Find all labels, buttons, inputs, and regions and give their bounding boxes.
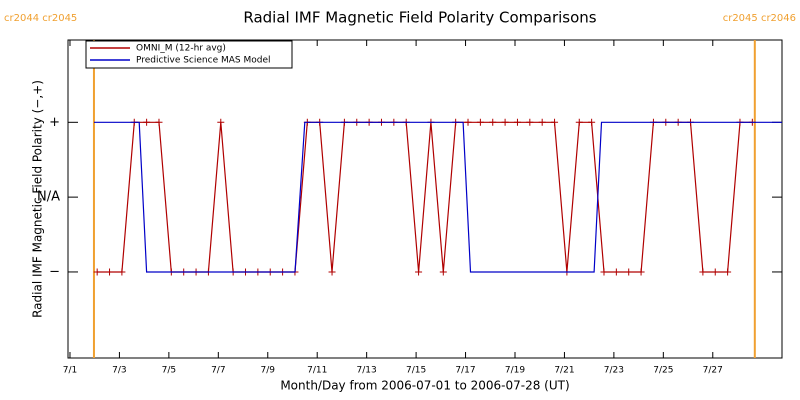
data-point (439, 268, 447, 276)
x-tick-label: 7/25 (653, 366, 673, 376)
x-tick-label: 7/13 (357, 366, 377, 376)
x-tick-label: 7/3 (112, 366, 126, 376)
x-tick-label: 7/21 (554, 366, 574, 376)
x-tick-label: 7/1 (63, 366, 77, 376)
data-point (501, 118, 509, 126)
data-point (588, 118, 596, 126)
data-point (526, 118, 534, 126)
x-tick-label: 7/17 (455, 366, 475, 376)
x-tick-label: 7/23 (604, 366, 624, 376)
x-tick-label: 7/7 (211, 366, 225, 376)
data-point (612, 268, 620, 276)
legend-label: OMNI_M (12-hr avg) (136, 44, 226, 54)
data-point (489, 118, 497, 126)
data-point (415, 268, 423, 276)
data-point (464, 118, 472, 126)
y-tick-label: + (49, 115, 60, 130)
x-axis-label: Month/Day from 2006-07-01 to 2006-07-28 … (280, 379, 569, 393)
data-point (600, 268, 608, 276)
data-point (551, 118, 559, 126)
x-tick-label: 7/9 (261, 366, 276, 376)
data-point (106, 268, 114, 276)
x-tick-label: 7/27 (703, 366, 723, 376)
y-tick-label: − (49, 264, 60, 279)
carrington-label: cr2045 cr2046 (723, 13, 796, 24)
data-point (143, 118, 151, 126)
plot-frame (67, 39, 783, 359)
x-tick-label: 7/15 (406, 366, 426, 376)
x-tick-label: 7/19 (505, 366, 525, 376)
carrington-label: cr2044 cr2045 (4, 13, 77, 24)
data-point (575, 118, 583, 126)
data-point (217, 118, 225, 126)
data-point (513, 118, 521, 126)
data-point (711, 268, 719, 276)
data-point (699, 268, 707, 276)
data-point (118, 268, 126, 276)
data-point (155, 118, 163, 126)
data-point (637, 268, 645, 276)
chart-title: Radial IMF Magnetic Field Polarity Compa… (243, 9, 596, 27)
y-tick-label: N/A (37, 190, 60, 205)
x-tick-label: 7/11 (307, 366, 327, 376)
data-point (538, 118, 546, 126)
y-axis-label: Radial IMF Magnetic Field Polarity (−,+) (31, 80, 45, 318)
data-point (93, 268, 101, 276)
data-point (625, 268, 633, 276)
x-tick-label: 7/5 (162, 366, 176, 376)
data-point (328, 268, 336, 276)
series-line (94, 121, 782, 273)
legend-box (85, 40, 293, 69)
legend-label: Predictive Science MAS Model (136, 56, 271, 66)
data-point (476, 118, 484, 126)
data-point (724, 268, 732, 276)
